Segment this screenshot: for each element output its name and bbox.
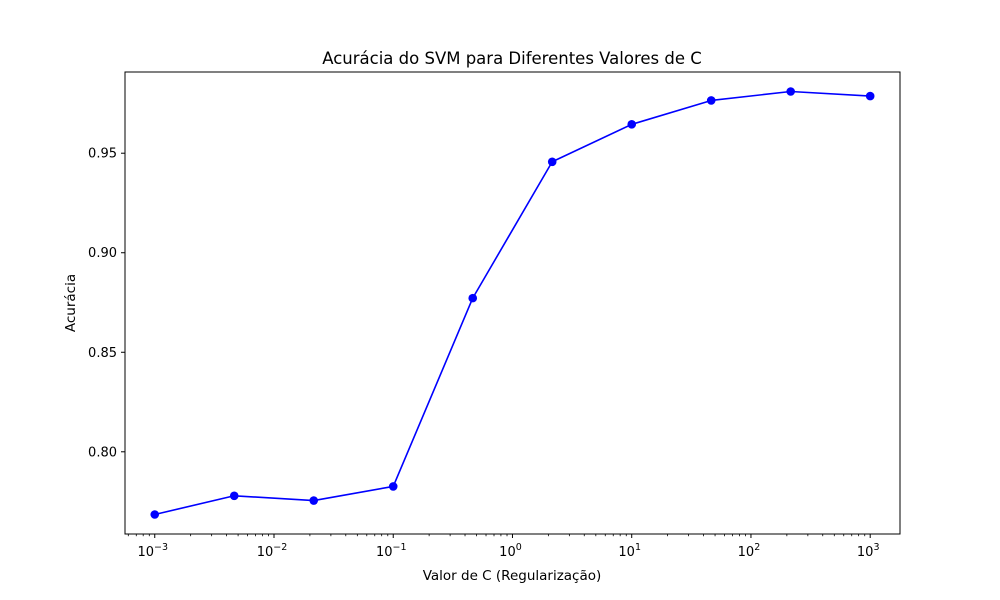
x-tick-label: 103 — [857, 542, 880, 560]
x-axis-label: Valor de C (Regularização) — [423, 568, 602, 584]
data-point — [229, 491, 239, 501]
x-axis-ticks: 10−3 10−2 10−1 100 101 102 103 — [127, 534, 880, 560]
x-tick-label: 10−3 — [137, 542, 168, 560]
x-tick-label-base: 10 — [857, 545, 874, 560]
x-tick-label: 102 — [738, 542, 761, 560]
x-tick-label-base: 10 — [376, 545, 393, 560]
series-line — [154, 90, 871, 516]
data-point — [309, 496, 319, 505]
x-tick-label: 10−2 — [257, 542, 288, 560]
x-tick-label: 101 — [618, 542, 641, 560]
x-tick-label-base: 10 — [738, 545, 755, 560]
data-point — [627, 120, 637, 129]
data-point — [865, 91, 875, 101]
x-tick-label-exponent: 3 — [873, 542, 879, 553]
chart-title: Acurácia do SVM para Diferentes Valores … — [322, 49, 702, 68]
plot-area: 10−3 10−2 10−1 100 101 102 103 0.800.850.900.9… — [88, 71, 901, 560]
x-tick-label-base: 10 — [257, 545, 274, 560]
x-tick-label-base: 10 — [499, 545, 516, 560]
x-tick-label-base: 10 — [137, 545, 154, 560]
x-tick-label-exponent: −3 — [154, 542, 168, 553]
x-tick-label-exponent: −1 — [392, 542, 406, 553]
x-tick-label-exponent: 2 — [754, 542, 760, 553]
x-tick-label: 100 — [499, 542, 522, 560]
y-tick-label: 0.80 — [88, 445, 117, 460]
data-point — [786, 87, 795, 96]
y-tick-label: 0.95 — [88, 147, 117, 162]
data-point — [150, 510, 160, 519]
series-layer — [150, 87, 875, 519]
data-point — [706, 96, 716, 105]
data-point — [468, 293, 478, 303]
data-point — [547, 157, 557, 167]
y-axis-ticks: 0.80 0.85 0.90 0.95 — [88, 147, 125, 460]
x-tick-label-exponent: 1 — [635, 542, 641, 553]
x-tick-label-base: 10 — [618, 545, 635, 560]
data-point — [388, 482, 398, 491]
y-axis-label: Acurácia — [63, 274, 79, 332]
y-tick-label: 0.90 — [88, 246, 117, 261]
x-tick-label-exponent: 0 — [516, 542, 522, 553]
plot-frame — [124, 71, 901, 535]
x-tick-label: 10−1 — [376, 542, 407, 560]
x-tick-label-exponent: −2 — [273, 542, 287, 553]
y-tick-label: 0.85 — [88, 346, 117, 361]
